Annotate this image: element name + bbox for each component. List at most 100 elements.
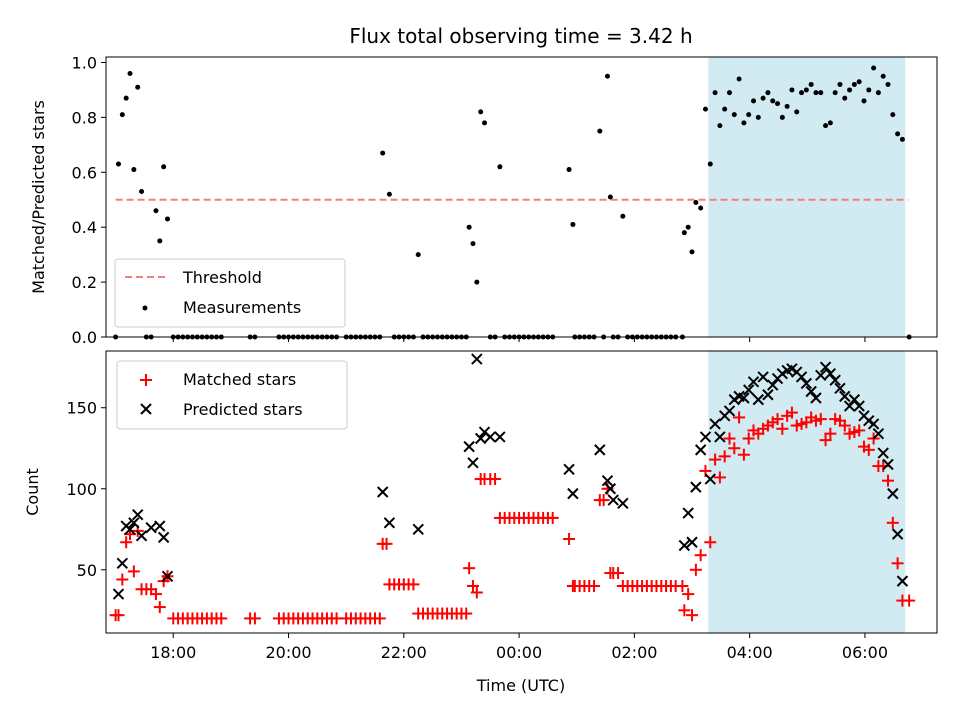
measurement-point xyxy=(875,90,881,96)
matched-star-point xyxy=(153,601,166,614)
legend-threshold-label: Threshold xyxy=(182,268,262,287)
measurement-point xyxy=(803,87,809,93)
predicted-star-point xyxy=(762,389,774,401)
predicted-star-point xyxy=(376,486,389,498)
matched-star-point xyxy=(771,413,784,426)
ratio-panel: 0.0 0.2 0.4 0.6 0.8 1.0 Matched/Predicted sta… xyxy=(29,53,938,347)
measurement-point xyxy=(899,136,905,142)
predicted-star-point xyxy=(757,371,769,383)
matched-star-point xyxy=(463,562,476,575)
highlight-span xyxy=(708,351,906,633)
matched-star-point xyxy=(689,563,702,576)
predicted-star-point xyxy=(714,431,726,443)
matched-star-point xyxy=(882,474,895,487)
count-panel: 50 100 150 18:00 20:00 22:00 00:00 02:00 04:00 06… xyxy=(23,350,938,695)
legend-box xyxy=(116,360,348,430)
measurement-point xyxy=(856,79,862,85)
predicted-star-point xyxy=(607,494,619,506)
measurement-point xyxy=(135,84,141,90)
matched-star-point xyxy=(853,424,866,437)
predicted-star-point xyxy=(594,444,606,456)
y-tick-label: 0.0 xyxy=(72,328,97,347)
x-tick-label: 20:00 xyxy=(265,643,311,662)
predicted-star-point xyxy=(824,367,837,380)
matched-star-point xyxy=(713,471,726,484)
predicted-star-point xyxy=(678,539,691,552)
measurement-point xyxy=(866,87,872,93)
matched-star-point xyxy=(776,422,789,435)
y-tick-label: 150 xyxy=(66,399,97,418)
predicted-star-point xyxy=(694,444,707,456)
predicted-star-point xyxy=(810,392,822,404)
measurement-point xyxy=(161,164,167,170)
predicted-star-point xyxy=(412,523,424,535)
measurement-point xyxy=(712,90,718,96)
measurement-point xyxy=(731,112,737,118)
measurement-point xyxy=(726,90,732,96)
measurement-point xyxy=(880,73,886,79)
x-tick-label: 22:00 xyxy=(381,643,427,662)
matched-star-point xyxy=(407,578,420,591)
measurement-point xyxy=(139,189,145,195)
matched-star-point xyxy=(597,494,610,507)
measurement-point xyxy=(847,87,853,93)
matched-star-point xyxy=(886,516,899,529)
predicted-star-point xyxy=(877,447,889,459)
predicted-star-point xyxy=(872,427,885,440)
axes-frame xyxy=(105,56,938,338)
predicted-star-point xyxy=(805,385,817,398)
matched-star-point xyxy=(718,450,731,463)
matched-star-point xyxy=(678,604,691,617)
measurement-point xyxy=(380,150,386,156)
y-tick-label: 1.0 xyxy=(72,53,97,72)
measurement-point xyxy=(765,90,771,96)
measurement-point xyxy=(693,199,699,205)
chart-title: Flux total observing time = 3.42 h xyxy=(349,24,692,48)
matched-star-point xyxy=(814,413,827,426)
measurement-point xyxy=(779,114,785,120)
y-tick-label: 50 xyxy=(77,561,97,580)
matched-star-point xyxy=(686,609,699,622)
predicted-star-point xyxy=(145,521,157,534)
x-tick-label: 04:00 xyxy=(727,643,773,662)
matched-star-point xyxy=(694,549,707,562)
predicted-star-point xyxy=(723,405,736,417)
measurement-point xyxy=(799,90,805,96)
predicted-star-point xyxy=(135,530,148,542)
x-tick-label: 02:00 xyxy=(611,643,657,662)
predicted-star-point xyxy=(131,508,144,521)
measurement-point xyxy=(478,109,484,115)
measurement-point xyxy=(818,90,824,96)
matched-star-point xyxy=(733,411,746,424)
matched-star-point xyxy=(903,594,916,607)
matched-star-point xyxy=(127,565,140,578)
measurement-point xyxy=(570,221,576,227)
measurement-point xyxy=(775,101,781,107)
measurement-point xyxy=(497,164,503,170)
matched-star-point xyxy=(742,432,755,445)
matched-star-point xyxy=(149,588,162,601)
x-tick-label: 18:00 xyxy=(150,643,196,662)
matched-star-point xyxy=(785,406,798,419)
predicted-star-point xyxy=(848,393,861,406)
measurement-point xyxy=(808,81,814,87)
measurement-point xyxy=(823,123,829,129)
measurement-point xyxy=(474,279,480,285)
predicted-star-point xyxy=(383,517,396,529)
measurement-point xyxy=(871,65,877,71)
matched-star-point xyxy=(248,612,261,625)
predicted-star-point xyxy=(800,377,813,390)
predicted-star-point xyxy=(474,432,487,445)
measurement-point xyxy=(607,194,613,200)
measurement-point xyxy=(736,76,742,82)
measurement-point xyxy=(827,120,833,126)
measurement-point xyxy=(837,81,843,87)
predicted-star-point xyxy=(839,390,851,403)
predicted-star-point xyxy=(157,531,170,544)
predicted-star-point xyxy=(767,379,779,391)
legend-measurements-swatch xyxy=(142,305,148,311)
measurement-point xyxy=(415,252,421,258)
measurement-point xyxy=(566,167,572,173)
matched-star-point xyxy=(466,580,479,592)
measurement-point xyxy=(794,109,800,115)
